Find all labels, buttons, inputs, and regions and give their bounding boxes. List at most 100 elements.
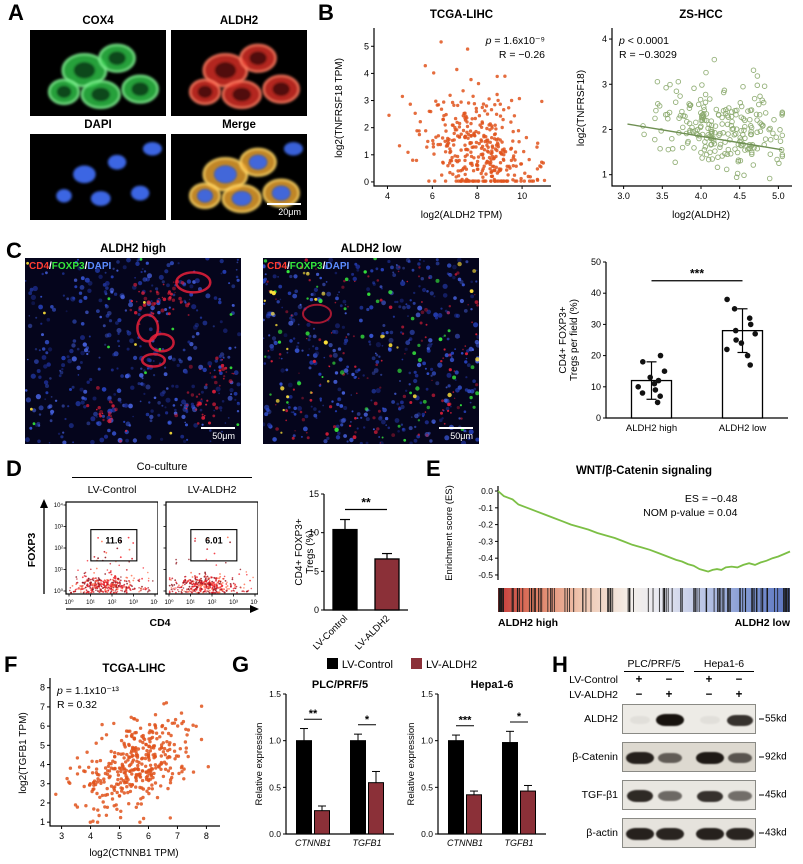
svg-text:7: 7 xyxy=(175,831,180,841)
wb-band xyxy=(626,790,654,802)
cd4-axis-label: CD4 xyxy=(149,617,170,629)
cd4-axis: CD4 xyxy=(66,605,259,629)
svg-text:1.5: 1.5 xyxy=(269,689,281,699)
svg-text:11.6: 11.6 xyxy=(105,535,122,545)
wb-blot-image xyxy=(622,818,756,848)
svg-text:R = −0.26: R = −0.26 xyxy=(499,49,545,61)
wb-band xyxy=(656,714,684,726)
svg-text:8: 8 xyxy=(475,191,480,201)
wb-condition-label: LV-ALDH2 xyxy=(569,689,618,701)
svg-text:1: 1 xyxy=(602,170,607,180)
svg-text:10⁰: 10⁰ xyxy=(54,588,64,595)
wb-band xyxy=(696,790,724,802)
svg-text:ALDH2 low: ALDH2 low xyxy=(719,423,767,434)
svg-text:2: 2 xyxy=(40,798,45,808)
wb-band xyxy=(696,752,724,764)
svg-text:3.5: 3.5 xyxy=(656,191,669,201)
svg-text:10⁰: 10⁰ xyxy=(164,599,174,606)
scale-bar-label: 20μm xyxy=(278,206,301,217)
aldh2-title: ALDH2 xyxy=(219,15,259,27)
wb-lane-sign: + xyxy=(705,674,713,686)
wb-blot-image xyxy=(622,742,756,772)
svg-text:1: 1 xyxy=(364,150,369,160)
wb-target-label: β-actin xyxy=(586,827,618,839)
svg-text:10: 10 xyxy=(591,382,601,392)
svg-text:0.0: 0.0 xyxy=(269,829,281,839)
svg-text:4: 4 xyxy=(602,34,607,44)
wb-blot-row: β-actin 43kd xyxy=(556,818,803,848)
panel-label-e: E xyxy=(426,456,441,481)
svg-text:TGFB1: TGFB1 xyxy=(504,838,533,848)
svg-text:15: 15 xyxy=(309,489,319,499)
flow-plot-lv-aldh2: 10⁰ 10¹ 10² 10³ 10⁴ 6.01 xyxy=(163,500,260,606)
svg-text:10¹: 10¹ xyxy=(54,568,63,574)
wb-band xyxy=(727,753,753,763)
svg-text:Hepa1-6: Hepa1-6 xyxy=(471,679,514,691)
svg-text:4: 4 xyxy=(364,68,369,78)
svg-text:ALDH2 high: ALDH2 high xyxy=(626,423,677,434)
svg-text:4: 4 xyxy=(385,191,390,201)
g-legend: LV-Control LV-ALDH2 xyxy=(252,658,552,671)
wb-blot-row: β-Catenin 92kd xyxy=(556,742,803,772)
legend-item-lv-aldh2: LV-ALDH2 xyxy=(411,658,477,671)
lv-control-swatch xyxy=(326,658,338,669)
immunofluorescence-grid: COX4 ALDH2 DAPI Merge 20μm xyxy=(30,14,307,220)
dapi-legend: DAPI xyxy=(87,261,112,272)
foxp3-legend: FOXP3 xyxy=(289,261,323,272)
svg-text:4: 4 xyxy=(88,831,93,841)
svg-text:Tregs per field (%): Tregs per field (%) xyxy=(569,299,580,381)
svg-text:5.0: 5.0 xyxy=(772,191,785,201)
wb-lane-sign: − xyxy=(635,689,643,701)
scale-bar-line xyxy=(267,202,301,205)
western-blot-panel: PLC/PRF/5 Hepa1-6 LV-Control + − + − LV-ALDH2… xyxy=(556,658,803,858)
wb-blot-image xyxy=(622,704,756,734)
scale-bar-label: 50μm xyxy=(212,430,235,441)
flow-title-lv-aldh2: LV-ALDH2 xyxy=(187,484,237,496)
svg-text:20: 20 xyxy=(591,351,601,361)
tcga-aldh2-tnfrsf18-scatter: 0 1 2 3 4 5 4 6 8 10 TCGA-LIHC log2(ALDH2 TPM) log2(… xyxy=(330,4,555,222)
svg-text:6: 6 xyxy=(40,721,45,731)
wb-band xyxy=(658,753,682,763)
svg-text:10: 10 xyxy=(309,528,319,538)
tregs-per-field-bar-chart: 0 10 20 30 40 50 *** ALDH2 high ALDH2 low CD4+ FO… xyxy=(556,252,796,448)
hepa-expression-bar-chart: 0.0 0.5 1.0 1.5 *** CTNNB1 * TGFB1 Hepa1-6 Relati… xyxy=(404,678,550,860)
wb-band xyxy=(629,716,651,724)
scale-bar: 20μm xyxy=(267,202,301,217)
aldh2-low-if-image: CD4/FOXP3/DAPI 50μm xyxy=(263,258,479,444)
panel-label-d: D xyxy=(6,456,22,481)
svg-text:***: *** xyxy=(690,267,704,281)
svg-text:0.5: 0.5 xyxy=(269,782,281,792)
svg-text:TGFB1: TGFB1 xyxy=(352,838,381,848)
svg-text:Enrichment score (ES): Enrichment score (ES) xyxy=(444,485,455,581)
svg-text:6.01: 6.01 xyxy=(205,535,223,545)
svg-text:10¹: 10¹ xyxy=(86,600,95,606)
wb-lane-sign: + xyxy=(665,689,673,701)
svg-text:Relative expression: Relative expression xyxy=(254,723,265,806)
dapi-image xyxy=(30,134,166,220)
svg-text:ALDH2 high: ALDH2 high xyxy=(498,617,558,629)
svg-text:CD4+ FOXP3+: CD4+ FOXP3+ xyxy=(558,306,569,373)
wb-condition-row: LV-Control + − + − xyxy=(556,674,803,688)
wb-group-hepa: Hepa1-6 xyxy=(694,658,754,672)
wb-target-label: β-Catenin xyxy=(572,751,618,763)
panel-label-c: C xyxy=(6,238,22,263)
svg-text:**: ** xyxy=(361,495,371,509)
svg-text:ALDH2 low: ALDH2 low xyxy=(735,617,791,629)
svg-text:8: 8 xyxy=(40,683,45,693)
svg-text:0: 0 xyxy=(314,605,319,615)
wb-condition-row: LV-ALDH2 − + − + xyxy=(556,689,803,703)
svg-text:50: 50 xyxy=(591,257,601,267)
wb-size-label: 45kd xyxy=(759,790,787,801)
svg-text:0: 0 xyxy=(364,177,369,187)
wb-band xyxy=(726,828,754,840)
svg-text:3: 3 xyxy=(364,96,369,106)
svg-text:5: 5 xyxy=(314,566,319,576)
svg-text:8: 8 xyxy=(204,831,209,841)
scale-bar-line xyxy=(439,426,473,429)
flow-title-lv-control: LV-Control xyxy=(87,484,137,496)
if-stain-legend: CD4/FOXP3/DAPI xyxy=(267,261,350,272)
svg-text:1.5: 1.5 xyxy=(421,689,433,699)
panel-label-a: A xyxy=(8,0,24,25)
svg-text:3: 3 xyxy=(59,831,64,841)
svg-text:log2(TNFRSF18): log2(TNFRSF18) xyxy=(576,70,587,146)
